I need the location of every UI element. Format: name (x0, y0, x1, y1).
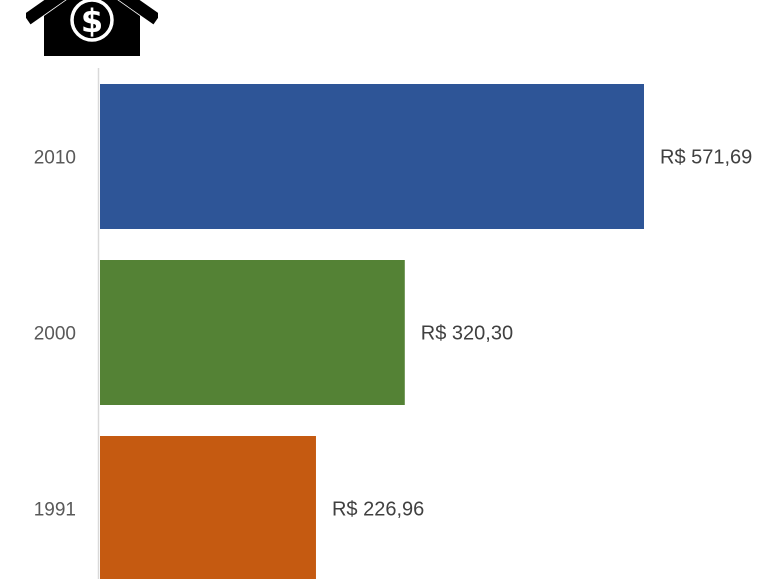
category-label-2000: 2000 (34, 324, 76, 345)
bar-2000 (100, 260, 405, 405)
category-label-2010: 2010 (34, 148, 76, 169)
value-label-2010: R$ 571,69 (660, 147, 752, 169)
bar-2010 (100, 84, 644, 229)
value-label-2000: R$ 320,30 (421, 323, 513, 345)
svg-text:$: $ (81, 2, 103, 40)
house-dollar-icon: $ (26, 0, 158, 56)
value-label-1991: R$ 226,96 (332, 499, 424, 521)
category-label-1991: 1991 (34, 500, 76, 521)
bar-1991 (100, 436, 316, 579)
